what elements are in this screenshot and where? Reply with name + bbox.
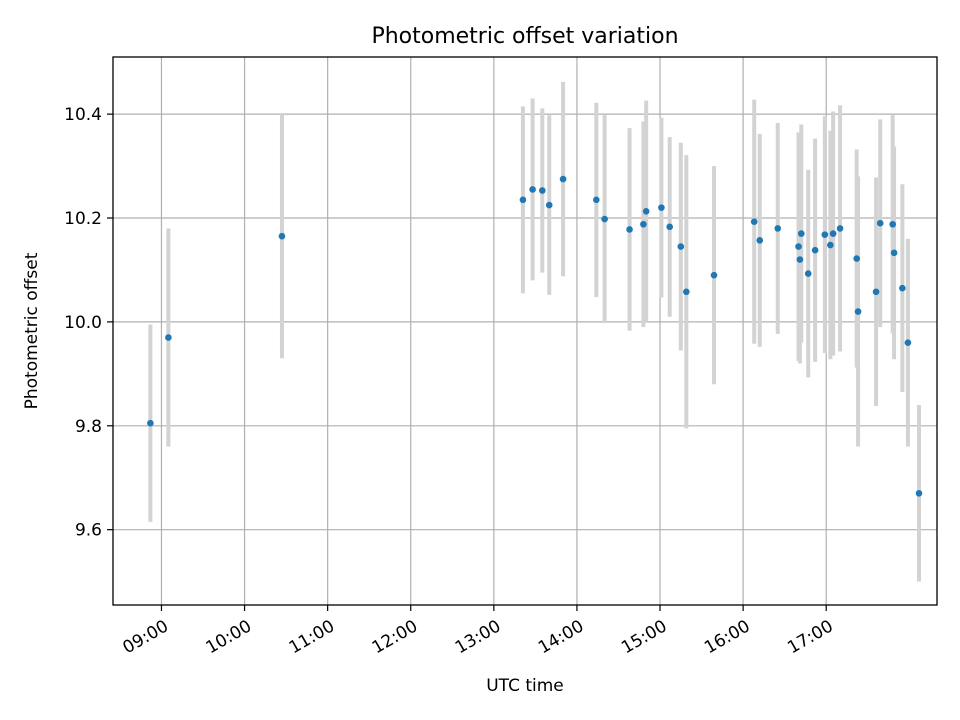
x-tick-label: 11:00 [286, 616, 338, 658]
data-point [677, 243, 685, 250]
chart-title: Photometric offset variation [371, 24, 678, 49]
data-point [147, 419, 154, 427]
data-point [593, 196, 600, 204]
data-point [827, 241, 834, 249]
data-point [559, 175, 567, 183]
y-axis-label: Photometric offset [22, 252, 42, 409]
data-point [601, 215, 608, 223]
data-point [915, 490, 923, 497]
data-point [811, 246, 819, 254]
y-tick-label: 10.0 [64, 313, 102, 333]
data-point [626, 226, 633, 233]
data-point [640, 220, 647, 228]
data-point [821, 231, 829, 238]
x-axis-label: UTC time [486, 676, 564, 696]
data-point [904, 339, 912, 346]
x-tick-label: 13:00 [452, 616, 504, 658]
data-point [854, 308, 862, 315]
data-point [642, 207, 650, 215]
plot-frame [112, 56, 938, 606]
error-bars [148, 81, 921, 582]
x-tick-label: 09:00 [120, 616, 172, 658]
data-point [774, 225, 782, 232]
data-point [750, 218, 758, 225]
y-tick-label: 10.2 [64, 209, 102, 229]
data-point [658, 204, 665, 211]
data-point [797, 230, 805, 237]
data-point [796, 256, 804, 263]
y-tick-label: 9.6 [75, 521, 102, 541]
data-point [710, 271, 718, 279]
data-point [545, 201, 553, 209]
data-point [804, 270, 812, 277]
data-point [683, 288, 690, 296]
data-point [899, 284, 906, 292]
axis-ticks: 09:00 10:00 11:00 12:00 13:00 14:00 15:00 16:00… [64, 105, 837, 658]
data-point [278, 232, 286, 240]
data-point [539, 187, 546, 194]
x-tick-label: 14:00 [535, 616, 587, 658]
data-point [890, 249, 898, 257]
data-point [872, 288, 880, 296]
data-point [889, 220, 896, 228]
data-points [147, 175, 923, 497]
data-point [829, 230, 837, 237]
data-point [529, 186, 536, 193]
x-tick-label: 15:00 [618, 616, 670, 658]
x-tick-label: 17:00 [784, 616, 836, 658]
x-tick-label: 16:00 [701, 616, 753, 658]
data-point [853, 255, 860, 262]
data-point [666, 223, 674, 231]
y-tick-label: 9.8 [75, 417, 102, 437]
data-point [795, 243, 802, 250]
y-tick-label: 10.4 [64, 105, 102, 125]
data-point [165, 334, 172, 341]
x-tick-label: 10:00 [203, 616, 255, 658]
x-tick-label: 12:00 [369, 616, 421, 658]
data-point [756, 237, 764, 244]
data-point [876, 219, 884, 227]
data-point [836, 225, 844, 232]
data-point [519, 196, 527, 204]
